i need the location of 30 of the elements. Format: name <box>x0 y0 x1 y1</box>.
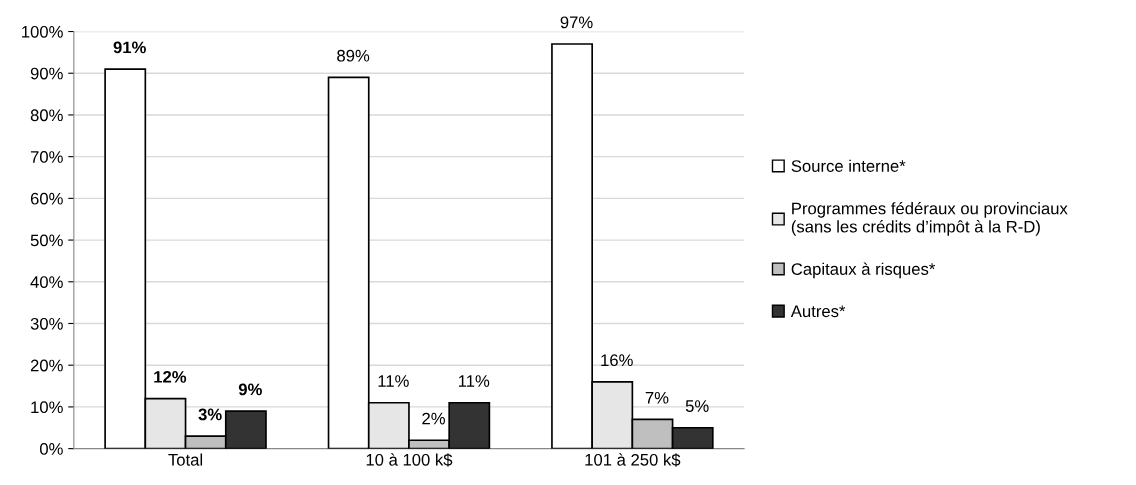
y-tick-label: 90% <box>30 67 63 80</box>
data-label: 16% <box>601 354 633 367</box>
y-tick-label: 0% <box>39 443 63 455</box>
y-tick-label: 20% <box>30 359 63 372</box>
y-tick-label: 40% <box>30 276 63 288</box>
legend-label: Autres* <box>790 305 846 318</box>
data-label: 3% <box>198 408 222 421</box>
y-tick-label: 70% <box>30 151 63 163</box>
data-label: 11% <box>378 375 409 387</box>
data-label: 12% <box>154 370 187 383</box>
data-label: 2% <box>422 412 445 425</box>
data-label: 91% <box>113 41 146 54</box>
y-tick-label: 10% <box>31 401 63 414</box>
data-label: 9% <box>238 383 262 396</box>
data-label: 89% <box>337 49 370 62</box>
x-tick-label: 10 à 100 k$ <box>366 453 453 467</box>
legend-label: Source interne* <box>791 159 906 172</box>
legend-label: Programmes fédéraux ou provinciaux (sans les crédits d’impôt à la R-D) <box>791 201 1068 236</box>
x-tick-label: Total <box>168 453 203 466</box>
data-label: 97% <box>560 16 593 29</box>
data-label: 11% <box>458 375 490 387</box>
y-tick-label: 100% <box>22 25 63 38</box>
x-tick-label: 101 à 250 k$ <box>585 453 681 467</box>
y-tick-label: 30% <box>30 317 63 330</box>
data-label: 7% <box>645 391 669 404</box>
legend-label: Capitaux à risques* <box>791 262 936 279</box>
y-tick-label: 80% <box>30 109 63 122</box>
y-tick-label: 50% <box>30 234 63 247</box>
y-tick-label: 60% <box>30 192 63 205</box>
data-label: 5% <box>685 400 709 412</box>
